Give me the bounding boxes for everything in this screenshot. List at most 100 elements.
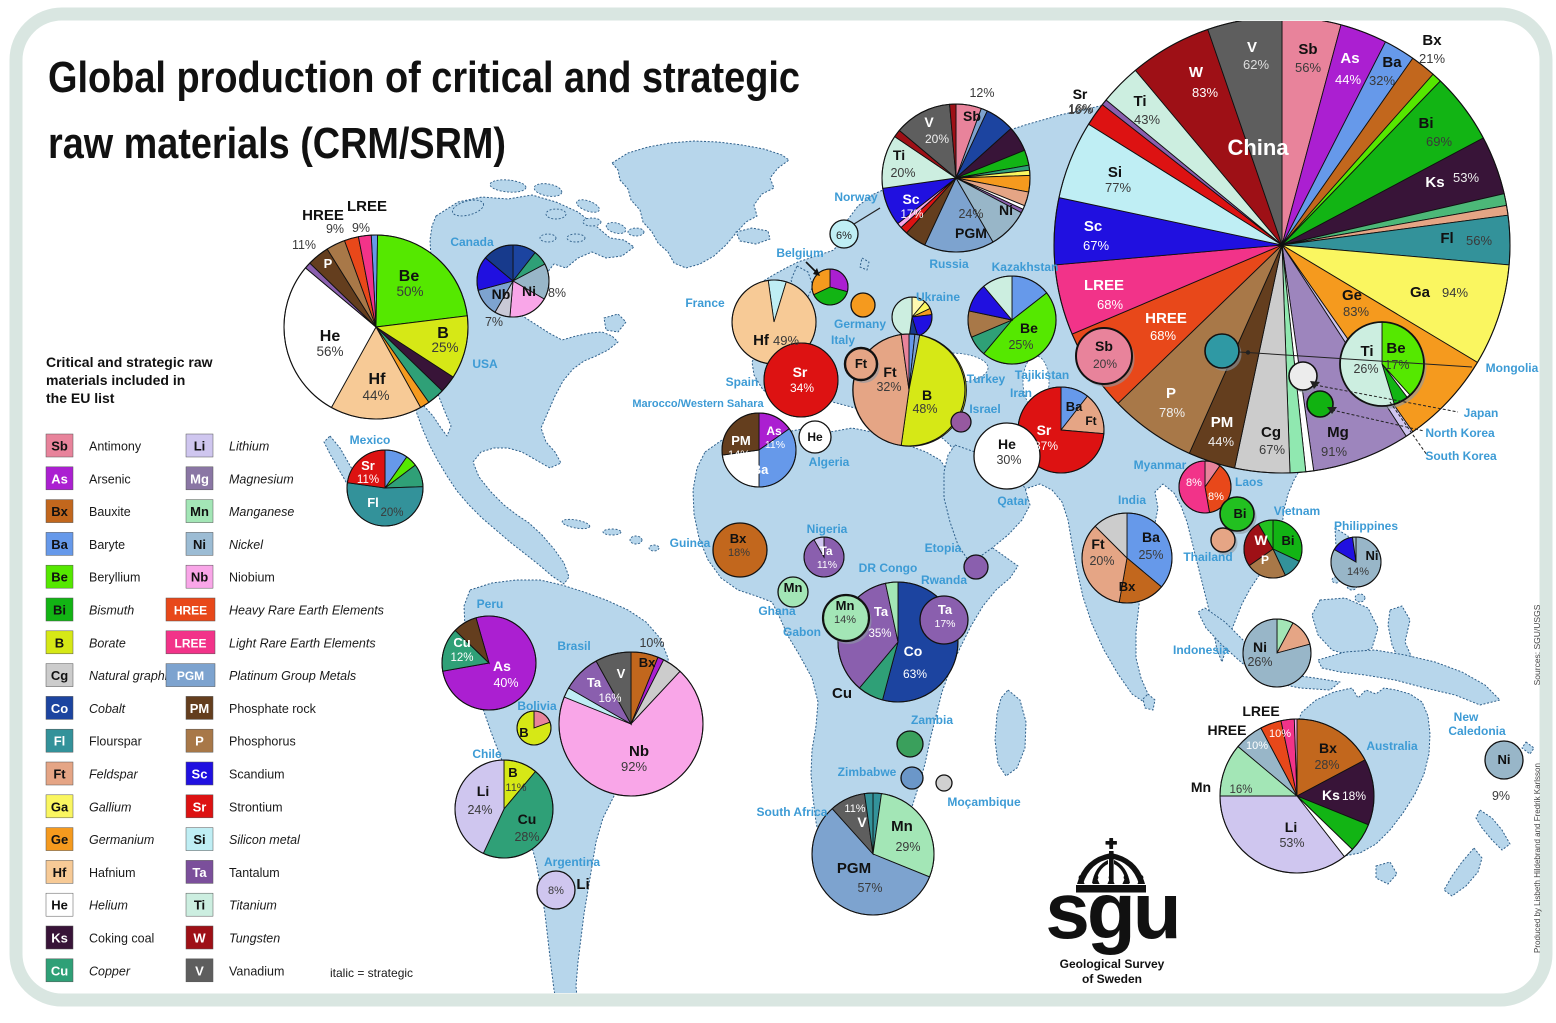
svg-text:Laos: Laos (1235, 475, 1263, 489)
svg-text:V: V (857, 814, 867, 830)
svg-text:83%: 83% (1343, 304, 1369, 319)
svg-text:materials included in: materials included in (46, 372, 185, 388)
svg-text:25%: 25% (1138, 548, 1163, 562)
svg-text:Zambia: Zambia (911, 713, 953, 727)
svg-text:Ba: Ba (1066, 399, 1083, 414)
svg-text:32%: 32% (876, 380, 901, 394)
svg-text:V: V (1247, 39, 1257, 56)
svg-text:raw materials (CRM/SRM): raw materials (CRM/SRM) (48, 119, 506, 168)
svg-text:PM: PM (190, 701, 210, 716)
svg-text:Hf: Hf (369, 371, 387, 388)
svg-text:Caledonia: Caledonia (1448, 724, 1506, 738)
svg-text:44%: 44% (1335, 72, 1361, 87)
svg-text:Sc: Sc (192, 767, 208, 782)
svg-text:Marocco/Western Sahara: Marocco/Western Sahara (632, 398, 764, 410)
svg-text:of Sweden: of Sweden (1082, 972, 1142, 986)
svg-text:28%: 28% (1314, 758, 1339, 772)
svg-text:25%: 25% (1008, 338, 1033, 352)
svg-text:Cu: Cu (453, 635, 470, 650)
svg-text:Li: Li (1285, 819, 1297, 835)
svg-text:Baryte: Baryte (89, 538, 125, 552)
svg-text:Cg: Cg (1261, 424, 1281, 441)
svg-text:12%: 12% (450, 652, 473, 664)
svg-text:Germanium: Germanium (89, 833, 154, 847)
svg-text:B: B (519, 725, 528, 740)
svg-text:16%: 16% (1229, 784, 1252, 796)
svg-text:B: B (922, 387, 932, 403)
svg-text:Ta: Ta (587, 675, 602, 690)
svg-text:France: France (685, 296, 725, 310)
svg-text:Magnesium: Magnesium (229, 472, 294, 486)
svg-text:LREE: LREE (174, 636, 206, 650)
svg-text:Ta: Ta (819, 544, 832, 558)
svg-text:Bi: Bi (1419, 115, 1434, 132)
svg-text:Russia: Russia (929, 257, 969, 271)
svg-text:DR Congo: DR Congo (859, 561, 918, 575)
svg-text:W: W (1254, 532, 1268, 548)
svg-text:14%: 14% (1347, 566, 1369, 578)
svg-text:67%: 67% (1083, 238, 1109, 253)
svg-text:Fl: Fl (1440, 230, 1453, 247)
svg-text:Sr: Sr (1073, 86, 1088, 102)
svg-text:Moçambique: Moçambique (947, 795, 1021, 809)
svg-text:Japan: Japan (1464, 406, 1499, 420)
svg-text:Thailand: Thailand (1183, 550, 1232, 564)
svg-text:Gabon: Gabon (783, 625, 821, 639)
svg-text:Ghana: Ghana (758, 604, 796, 618)
svg-text:16%: 16% (1068, 102, 1093, 116)
svg-text:Cu: Cu (518, 811, 537, 827)
svg-text:9%: 9% (352, 221, 370, 235)
svg-text:Bauxite: Bauxite (89, 505, 131, 519)
svg-text:53%: 53% (1279, 836, 1304, 850)
svg-text:10%: 10% (639, 636, 664, 650)
svg-text:Australia: Australia (1366, 739, 1418, 753)
svg-text:Borate: Borate (89, 636, 126, 650)
svg-text:Hafnium: Hafnium (89, 866, 136, 880)
svg-text:17%: 17% (900, 209, 923, 221)
svg-text:Si: Si (1108, 164, 1122, 181)
svg-text:Bx: Bx (730, 531, 747, 546)
svg-text:10%: 10% (1246, 740, 1268, 752)
svg-text:63%: 63% (903, 667, 927, 681)
svg-text:Scandium: Scandium (229, 768, 285, 782)
svg-text:As: As (766, 424, 782, 438)
svg-text:Belgium: Belgium (776, 246, 823, 260)
svg-text:Ft: Ft (855, 356, 868, 371)
svg-text:11%: 11% (817, 559, 837, 571)
svg-text:B: B (437, 325, 449, 342)
svg-text:Guinea: Guinea (670, 536, 711, 550)
svg-text:W: W (193, 931, 206, 946)
svg-text:Mn: Mn (891, 818, 913, 835)
svg-text:Chile: Chile (472, 747, 502, 761)
svg-text:8%: 8% (548, 885, 564, 897)
svg-text:Peru: Peru (477, 597, 504, 611)
svg-text:Iran: Iran (1010, 386, 1032, 400)
svg-text:Be: Be (1020, 320, 1038, 336)
svg-text:Ge: Ge (1342, 287, 1362, 304)
svg-text:56%: 56% (1295, 60, 1321, 75)
svg-text:20%: 20% (380, 507, 403, 519)
svg-text:Flourspar: Flourspar (89, 735, 142, 749)
svg-text:34%: 34% (790, 381, 814, 395)
svg-text:Nb: Nb (492, 286, 511, 302)
svg-text:49%: 49% (773, 333, 799, 348)
svg-text:PM: PM (1211, 414, 1234, 431)
svg-text:Heavy Rare Earth Elements: Heavy Rare Earth Elements (229, 604, 384, 618)
svg-text:China: China (1227, 135, 1289, 160)
svg-text:Ta: Ta (192, 865, 207, 880)
svg-text:Be: Be (1386, 340, 1405, 357)
svg-text:Mn: Mn (784, 580, 803, 595)
svg-text:Be: Be (51, 570, 68, 585)
svg-text:Strontium: Strontium (229, 800, 283, 814)
svg-text:17%: 17% (934, 618, 955, 630)
svg-text:He: He (320, 328, 341, 345)
svg-text:68%: 68% (1097, 297, 1123, 312)
svg-text:18%: 18% (728, 547, 750, 559)
svg-text:Cu: Cu (832, 685, 852, 702)
svg-text:Kazakhstan: Kazakhstan (992, 260, 1059, 274)
svg-text:Ukraine: Ukraine (916, 290, 960, 304)
svg-text:Ni: Ni (1366, 548, 1379, 563)
svg-text:Ti: Ti (893, 147, 905, 163)
svg-text:Ft: Ft (883, 364, 897, 380)
svg-text:Ni: Ni (193, 537, 206, 552)
